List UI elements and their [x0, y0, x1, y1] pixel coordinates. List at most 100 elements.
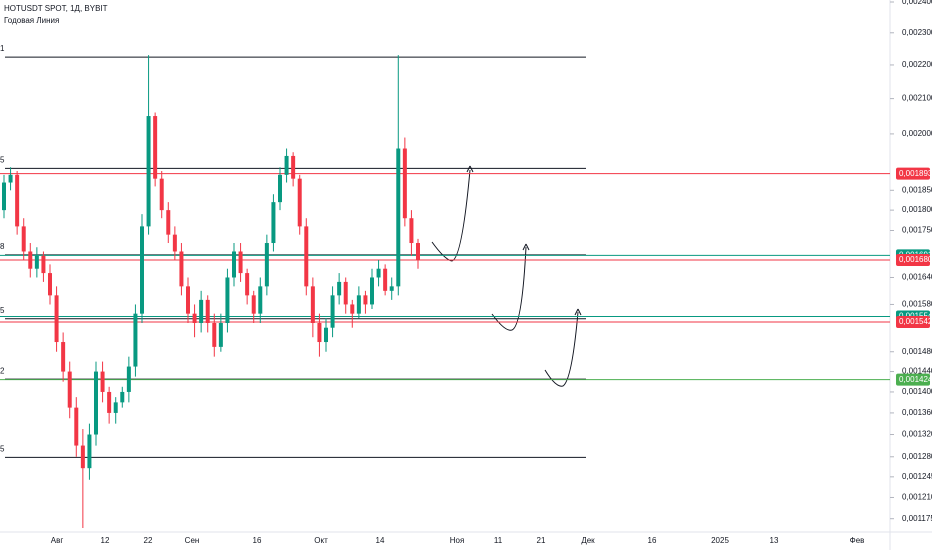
- price-tag-label: 0,001424: [899, 375, 932, 384]
- candle-body: [337, 281, 342, 296]
- candle-body: [67, 371, 72, 408]
- x-tick-label: Дек: [581, 536, 595, 545]
- chart-title: HOTUSDT SPOT, 1Д, BYBIT: [4, 4, 108, 13]
- candle-body: [245, 273, 250, 296]
- candle-body: [205, 299, 210, 323]
- candle-body: [370, 277, 374, 305]
- price-tag: [896, 254, 930, 267]
- candle-body: [376, 268, 381, 278]
- candle-body: [330, 295, 335, 328]
- candle-body: [416, 243, 420, 261]
- candle-body: [107, 391, 112, 413]
- candle-body: [238, 251, 243, 274]
- candle-body: [271, 202, 276, 244]
- candle-body: [61, 342, 66, 372]
- x-tick-label: Сен: [185, 536, 200, 545]
- candle-body: [179, 251, 184, 287]
- candle-body: [8, 174, 13, 183]
- candle-body: [264, 243, 269, 287]
- candle-body: [120, 391, 125, 403]
- x-tick-label: Окт: [314, 536, 328, 545]
- candle-body: [146, 116, 151, 227]
- x-tick-label: 12: [101, 536, 110, 545]
- x-tick-label: 22: [144, 536, 153, 545]
- candle-body: [133, 313, 138, 367]
- candle-body: [153, 116, 158, 179]
- candle-body: [278, 174, 282, 203]
- candle-body: [297, 178, 302, 227]
- x-tick-label: 11: [494, 536, 503, 545]
- price-tag-label: 0,001893: [899, 169, 932, 178]
- price-tag: [896, 167, 930, 180]
- arrow: [431, 169, 471, 262]
- arrow-head: [466, 165, 474, 173]
- candle-body: [218, 322, 223, 347]
- candle-body: [15, 174, 20, 227]
- arrows: [431, 165, 582, 387]
- x-tick-label: 13: [770, 536, 779, 545]
- level-label: 5: [0, 155, 5, 164]
- candle-body: [74, 407, 79, 446]
- price-tag-label: 0,001680: [899, 255, 932, 264]
- x-tick-label: Авг: [51, 536, 64, 545]
- x-tick-label: 2025: [711, 536, 729, 545]
- candle-body: [192, 313, 197, 323]
- candle-body: [186, 286, 190, 314]
- candle-body: [383, 268, 388, 291]
- candle-body: [284, 155, 289, 175]
- candle-body: [2, 182, 6, 211]
- candle-body: [54, 295, 59, 343]
- candle-body: [350, 304, 355, 314]
- candle-body: [356, 295, 361, 314]
- candle-body: [41, 255, 46, 274]
- arrow: [491, 246, 527, 331]
- y-tick-label: 0,001245: [902, 472, 932, 481]
- candle-body: [258, 286, 263, 314]
- candle-body: [34, 255, 39, 269]
- y-tick-label: 0,001175: [902, 514, 932, 523]
- candle-body: [166, 210, 171, 235]
- candle-body: [21, 226, 26, 252]
- x-tick-label: 14: [376, 536, 385, 545]
- arrow-head: [574, 308, 582, 316]
- arrow: [544, 311, 579, 387]
- candle-body: [126, 366, 131, 392]
- candle-body: [232, 251, 236, 278]
- level-label: 8: [0, 242, 5, 251]
- candle-body: [94, 371, 98, 435]
- price-tag: [896, 373, 930, 386]
- candle-body: [225, 277, 230, 323]
- candle-body: [113, 402, 118, 413]
- x-tick-label: 21: [537, 536, 546, 545]
- candle-body: [80, 445, 85, 469]
- x-tick-label: Фев: [850, 536, 865, 545]
- arrow-head: [522, 243, 530, 251]
- candle-body: [251, 295, 256, 314]
- candle-body: [409, 218, 414, 244]
- candle-body: [28, 251, 33, 269]
- candle-body: [199, 299, 204, 323]
- candle-body: [396, 148, 401, 287]
- candle-body: [304, 226, 309, 287]
- candle-body: [324, 327, 328, 343]
- candle-body: [212, 322, 217, 347]
- price-tag-label: 0,001542: [899, 317, 932, 326]
- candle-body: [343, 281, 348, 305]
- candle-body: [140, 226, 144, 314]
- candle-body: [100, 371, 105, 392]
- candle-body: [363, 295, 368, 305]
- level-label: 5: [0, 306, 5, 315]
